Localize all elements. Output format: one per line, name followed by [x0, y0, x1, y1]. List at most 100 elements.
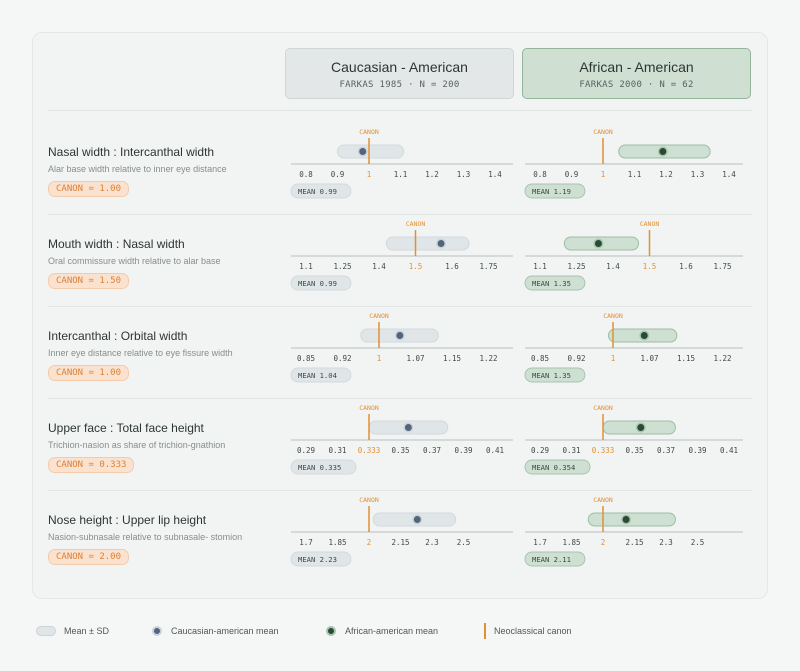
tick-label: 2.5: [457, 538, 471, 547]
mean-dot-african: [657, 146, 668, 157]
tick-label: 2.15: [391, 538, 409, 547]
legend-label: African-american mean: [345, 626, 439, 636]
tick-label: 1.25: [333, 262, 351, 271]
tick-label: 1.6: [679, 262, 693, 271]
tick-label: 2.5: [691, 538, 705, 547]
row-title: Intercanthal : Orbital width: [48, 329, 188, 343]
tick-label: 1.15: [677, 354, 695, 363]
tick-label: 1.7: [533, 538, 547, 547]
mean-pill: [290, 367, 352, 383]
row-description: Inner eye distance relative to eye fissu…: [48, 348, 233, 358]
tick-label: 0.39: [688, 446, 706, 455]
mean-pill: [524, 551, 586, 567]
mean-dot-caucasian: [436, 238, 446, 249]
row-label-intercanthal-orbital: Intercanthal : Orbital width Inner eye d…: [48, 329, 233, 381]
tick-label: 1: [367, 170, 372, 179]
tick-label: 0.29: [531, 446, 549, 455]
mean-dot-african: [639, 330, 650, 341]
tick-label: 1.25: [567, 262, 585, 271]
tick-label: 0.29: [297, 446, 315, 455]
row-label-nose-lip: Nose height : Upper lip height Nasion-su…: [48, 513, 242, 565]
tick-label: 0.37: [657, 446, 675, 455]
tick-label: 0.85: [297, 354, 315, 363]
mean-pill-label: MEAN 0.335: [298, 463, 341, 472]
mean-dot-caucasian: [357, 146, 368, 157]
row-title: Upper face : Total face height: [48, 421, 204, 435]
chart-card: [32, 32, 768, 599]
canon-marker-label: CANON: [603, 312, 623, 320]
row-divider: [48, 214, 752, 215]
row-divider: [48, 490, 752, 491]
tick-label: 1.22: [479, 354, 497, 363]
sd-band-caucasian: [337, 144, 405, 159]
row-title: Nose height : Upper lip height: [48, 513, 207, 527]
mean-pill: [524, 459, 591, 475]
tick-label: 0.37: [423, 446, 441, 455]
canon-marker-label: CANON: [359, 128, 379, 136]
tick-label: 1.85: [562, 538, 580, 547]
mean-dot-caucasian: [403, 422, 414, 433]
tick-label: 1.7: [299, 538, 313, 547]
mean-pill-label: MEAN 1.19: [532, 187, 571, 196]
row-description: Oral commissure width relative to alar b…: [48, 256, 221, 266]
tick-label: 1.07: [406, 354, 424, 363]
tick-label: 0.92: [567, 354, 585, 363]
tick-label: 1.4: [372, 262, 386, 271]
mean-dot-caucasian: [394, 330, 405, 341]
tick-label: 1.1: [533, 262, 547, 271]
tick-label: 2: [367, 538, 372, 547]
sd-band-african: [587, 512, 676, 527]
tick-label: 0.8: [299, 170, 313, 179]
column-header-caucasian: Caucasian - American FARKAS 1985 · N = 2…: [285, 48, 514, 99]
mean-pill-label: MEAN 2.23: [298, 555, 337, 564]
mean-dot-caucasian: [412, 514, 423, 525]
mean-pill-label: MEAN 2.11: [532, 555, 571, 564]
canon-marker-label: CANON: [593, 128, 613, 136]
mean-pill-label: MEAN 0.99: [298, 279, 337, 288]
tick-label: 1.4: [606, 262, 620, 271]
mean-pill-label: MEAN 0.99: [298, 187, 337, 196]
legend-label: Neoclassical canon: [494, 626, 572, 636]
mean-pill: [524, 183, 586, 199]
row-divider: [48, 398, 752, 399]
column-title-african: African - American: [579, 59, 694, 75]
tick-label: 0.85: [531, 354, 549, 363]
tick-label: 2: [601, 538, 606, 547]
tick-label: 1.75: [713, 262, 731, 271]
mean-pill: [524, 275, 586, 291]
canon-badge: CANON = 1.00: [48, 365, 130, 381]
row-label-upperface-total: Upper face : Total face height Trichion-…: [48, 421, 225, 473]
mean-pill: [290, 459, 357, 475]
canon-badge: CANON = 1.50: [48, 273, 130, 289]
mean-pill-label: MEAN 1.04: [298, 371, 337, 380]
row-label-mouth-nasal: Mouth width : Nasal width Oral commissur…: [48, 237, 221, 289]
legend-caucasian-dot: [152, 626, 162, 636]
row-divider: [48, 110, 752, 111]
row-label-nasal-intercanthal: Nasal width : Intercanthal width Alar ba…: [48, 145, 227, 197]
mean-pill: [290, 275, 352, 291]
tick-label: 1: [377, 354, 382, 363]
mean-pill: [290, 551, 352, 567]
canon-marker-label: CANON: [593, 404, 613, 412]
row-title: Nasal width : Intercanthal width: [48, 145, 215, 159]
tick-label: 0.35: [391, 446, 409, 455]
tick-label: 1.3: [457, 170, 471, 179]
canon-marker-label: CANON: [359, 496, 379, 504]
sd-band-caucasian: [385, 236, 470, 251]
tick-label: 0.8: [533, 170, 547, 179]
legend-band-swatch: [36, 626, 56, 636]
tick-label: 1.1: [394, 170, 408, 179]
canon-marker-label: CANON: [593, 496, 613, 504]
legend-label: Mean ± SD: [64, 626, 109, 636]
tick-label: 1.2: [659, 170, 673, 179]
mean-dot-african: [593, 238, 604, 249]
row-title: Mouth width : Nasal width: [48, 237, 185, 251]
tick-label: 1.1: [628, 170, 642, 179]
canon-marker-label: CANON: [406, 220, 426, 228]
mean-pill: [524, 367, 586, 383]
legend-african-dot: [326, 626, 336, 636]
mean-pill-label: MEAN 1.35: [532, 371, 571, 380]
tick-label: 1.1: [299, 262, 313, 271]
tick-label: 2.3: [659, 538, 673, 547]
tick-label: 0.333: [358, 446, 381, 455]
